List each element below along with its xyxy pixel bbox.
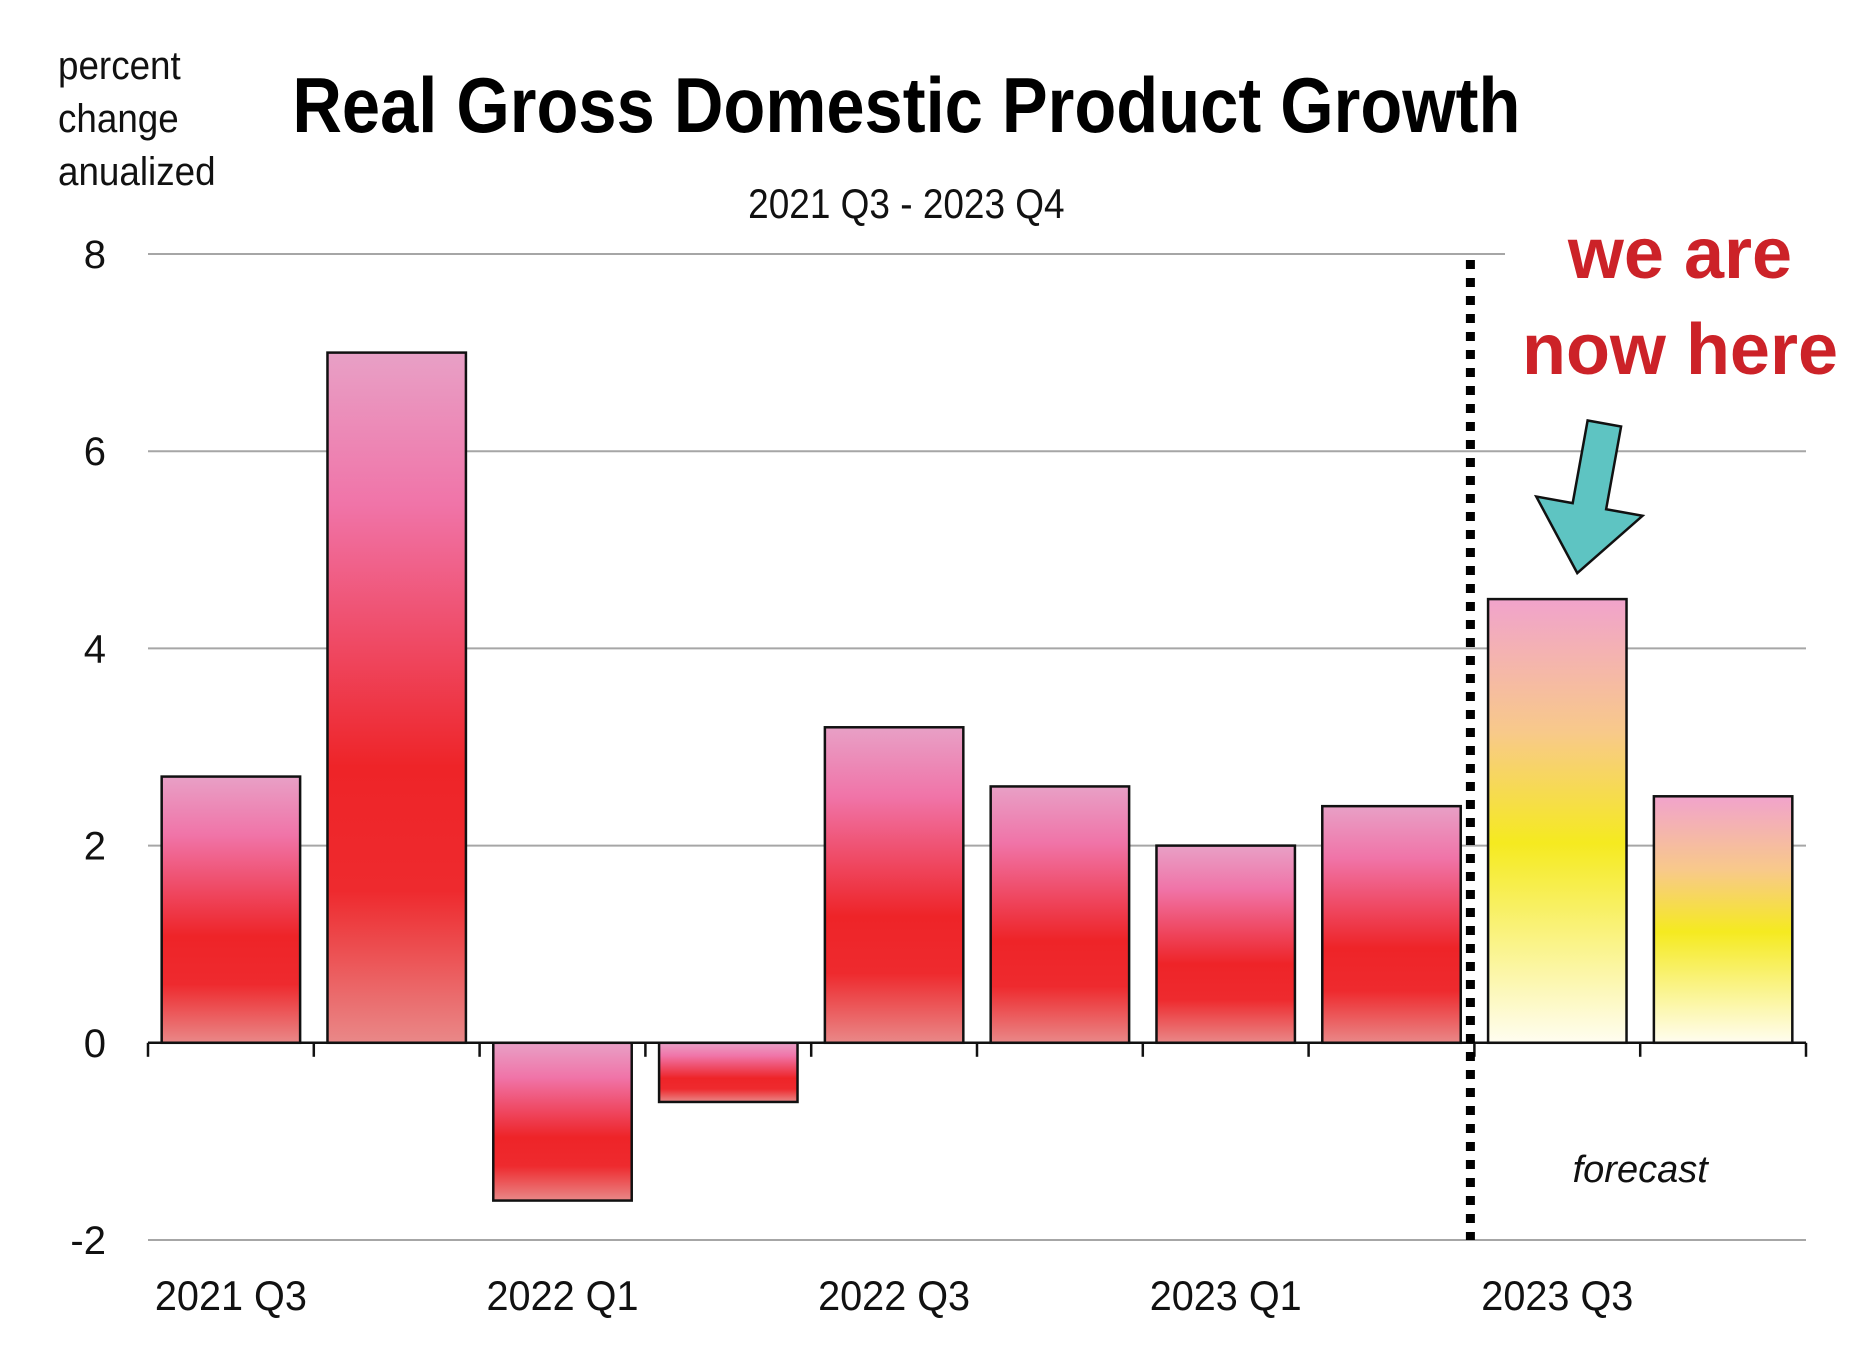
bar: [1652, 795, 1794, 1045]
axis-layer: [146, 1041, 1808, 1057]
x-tick-label: 2023 Q1: [1150, 1272, 1302, 1319]
x-tick-label: 2022 Q1: [487, 1272, 639, 1319]
callout-line: now here: [1521, 310, 1839, 390]
bar: [1321, 804, 1462, 1045]
chart-title: Real Gross Domestic Product Growth: [292, 61, 1521, 149]
y-axis-title-line: anualized: [58, 150, 216, 194]
callout-line: we are: [1567, 214, 1793, 294]
label-layer: 8 6 4 2 0 -2 2021 Q3 2022 Q1 2022 Q3 2023 Q1 2023 …: [70, 233, 1633, 1319]
y-tick-label: 8: [84, 233, 106, 277]
y-tick-label: 6: [84, 430, 106, 474]
bar: [823, 726, 965, 1045]
annotation-layer: forecast: [1465, 260, 1710, 1240]
bars-layer: [160, 351, 1794, 1202]
y-tick-label: 2: [84, 825, 106, 869]
bar: [160, 775, 302, 1045]
y-axis-title-line: change: [58, 97, 179, 141]
y-tick-label: -2: [70, 1219, 106, 1263]
forecast-label: forecast: [1573, 1149, 1710, 1191]
y-axis-title: percent change anualized: [58, 40, 216, 199]
bar: [326, 351, 468, 1045]
y-tick-label: 4: [84, 627, 106, 671]
bar: [1486, 597, 1628, 1045]
callout-text: we are now here: [1510, 206, 1850, 398]
x-tick-label: 2023 Q3: [1481, 1272, 1633, 1319]
x-tick-label: 2022 Q3: [818, 1272, 970, 1319]
chart-subtitle: 2021 Q3 - 2023 Q4: [748, 180, 1065, 227]
bar: [492, 1041, 633, 1202]
bar: [657, 1041, 799, 1104]
y-axis-title-line: percent: [58, 44, 181, 88]
y-tick-label: 0: [84, 1022, 106, 1066]
x-tick-label: 2021 Q3: [155, 1272, 307, 1319]
bar: [989, 785, 1131, 1045]
bar: [1155, 844, 1297, 1045]
arrow-icon: [1533, 419, 1646, 576]
